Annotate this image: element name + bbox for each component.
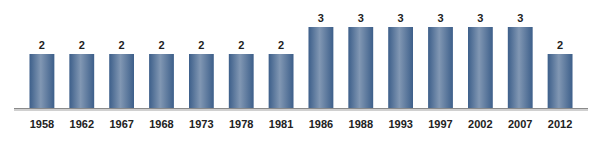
bar-group (109, 54, 134, 108)
bar (69, 54, 94, 108)
bar-group (309, 27, 334, 108)
bar-highlight (69, 54, 94, 108)
data-label: 3 (318, 12, 324, 24)
bar-group (428, 27, 453, 108)
data-label: 3 (477, 12, 483, 24)
bar (30, 54, 55, 108)
bar (428, 27, 453, 108)
bar-group (468, 27, 493, 108)
x-tick-label: 2002 (468, 118, 492, 130)
baseline (14, 108, 588, 109)
x-tick-label: 2007 (508, 118, 532, 130)
x-tick-label: 1988 (349, 118, 373, 130)
bar (468, 27, 493, 108)
bar-group (508, 27, 533, 108)
data-label: 3 (358, 12, 364, 24)
bar-group (189, 54, 214, 108)
x-tick-label: 1967 (109, 118, 133, 130)
data-label: 3 (517, 12, 523, 24)
data-label: 2 (198, 39, 204, 51)
bar-highlight (468, 27, 493, 108)
bar-highlight (30, 54, 55, 108)
x-tick-label: 2012 (548, 118, 572, 130)
x-tick-label: 1978 (229, 118, 253, 130)
bar-group (69, 54, 94, 108)
bar (309, 27, 334, 108)
bar (548, 54, 573, 108)
bar (348, 27, 373, 108)
x-tick-label: 1993 (388, 118, 412, 130)
bar (189, 54, 214, 108)
baseline-shadow (14, 108, 588, 111)
bar-group (548, 54, 573, 108)
bar-highlight (149, 54, 174, 108)
bar-group (229, 54, 254, 108)
x-tick-label: 1968 (149, 118, 173, 130)
x-tick-label: 1958 (30, 118, 54, 130)
data-label: 2 (238, 39, 244, 51)
x-tick-label: 1981 (269, 118, 293, 130)
labels: 2 1958 2 1962 2 1967 2 1968 2 1973 2 1978 2 1981 3 1986… (30, 12, 573, 130)
bar-highlight (348, 27, 373, 108)
bar (109, 54, 134, 108)
data-label: 2 (39, 39, 45, 51)
bar-group (30, 54, 55, 108)
bar-highlight (309, 27, 334, 108)
bar-group (388, 27, 413, 108)
x-tick-label: 1973 (189, 118, 213, 130)
bar (388, 27, 413, 108)
bar-highlight (229, 54, 254, 108)
x-tick-label: 1986 (309, 118, 333, 130)
x-tick-label: 1962 (70, 118, 94, 130)
bar-highlight (189, 54, 214, 108)
bar-group (269, 54, 294, 108)
bar (229, 54, 254, 108)
bar (269, 54, 294, 108)
bar-group (149, 54, 174, 108)
bar (508, 27, 533, 108)
bar (149, 54, 174, 108)
x-tick-label: 1997 (428, 118, 452, 130)
bar-highlight (388, 27, 413, 108)
data-label: 3 (437, 12, 443, 24)
bar-group (348, 27, 373, 108)
bars (30, 27, 573, 108)
bar-highlight (269, 54, 294, 108)
data-label: 3 (398, 12, 404, 24)
data-label: 2 (119, 39, 125, 51)
chart: 2 1958 2 1962 2 1967 2 1968 2 1973 2 1978 2 1981 3 1986… (0, 0, 604, 141)
bar-highlight (508, 27, 533, 108)
data-label: 2 (278, 39, 284, 51)
bar-highlight (548, 54, 573, 108)
data-label: 2 (79, 39, 85, 51)
bar-highlight (109, 54, 134, 108)
data-label: 2 (557, 39, 563, 51)
bar-highlight (428, 27, 453, 108)
data-label: 2 (158, 39, 164, 51)
